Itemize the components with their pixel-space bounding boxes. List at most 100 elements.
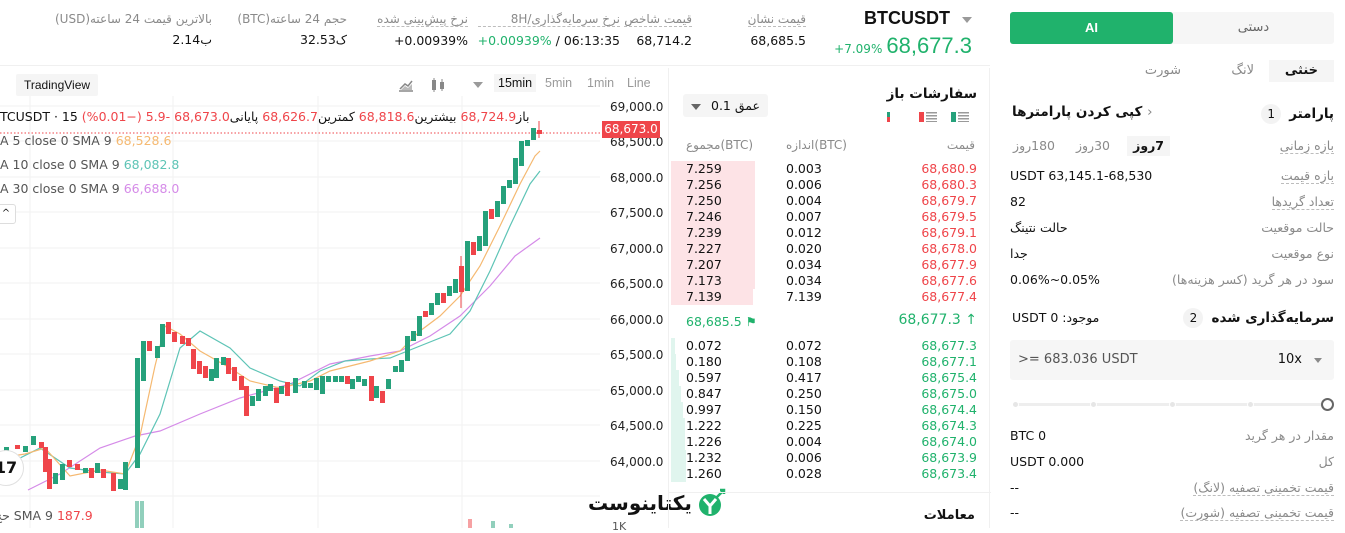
ask-row[interactable]: 7.173 0.034 68,677.6	[669, 273, 991, 289]
funding-rate-value: +0.00939%	[477, 33, 552, 48]
ma-value: 68,082.8	[123, 157, 180, 172]
row-value: USDT 63,145.1-68,530	[1010, 168, 1153, 183]
stat-label[interactable]: قیمت نشان	[747, 12, 806, 27]
timeframe-5min[interactable]: 5min	[545, 76, 573, 90]
ask-row[interactable]: 7.227 0.020 68,678.0	[669, 241, 991, 257]
bid-price: 68,675.4	[921, 370, 977, 385]
chevron-down-icon	[962, 16, 972, 23]
grid-bot-panel: AI دستی خنثی لانگ شورت پارامتر 1 ‹ کپی کر…	[1000, 0, 1345, 528]
trades-title[interactable]: معاملات	[923, 508, 975, 523]
investment-input[interactable]: >= 683.036 USDT 10x	[1010, 340, 1334, 380]
ask-row[interactable]: 7.207 0.034 68,677.9	[669, 257, 991, 273]
ma10-legend[interactable]: A 10 close 0 SMA 9 68,082.8	[0, 157, 179, 172]
legend-symbol: TCUSDT · 15	[0, 109, 78, 124]
depth-value: عمق 0.1	[711, 98, 760, 113]
stat-label[interactable]: قیمت شاخص	[624, 12, 692, 27]
row-value: USDT 0.000	[1010, 454, 1085, 469]
depth-selector[interactable]: عمق 0.1	[683, 94, 768, 117]
row-key[interactable]: قیمت تخمینی تصفیه (لانگ)	[1193, 480, 1334, 496]
view-bids-icon[interactable]	[951, 112, 969, 122]
period-7d[interactable]: 7روز	[1127, 136, 1170, 156]
row-key[interactable]: بازه قیمت	[1280, 168, 1334, 184]
ask-row[interactable]: 7.139 7.139 68,677.4	[669, 289, 991, 305]
stat-label: حجم 24 ساعته(BTC)	[237, 12, 347, 26]
bid-row[interactable]: 0.180 0.108 68,677.1	[669, 354, 991, 370]
chevron-down-icon[interactable]	[1314, 358, 1322, 363]
bid-row[interactable]: 0.847 0.250 68,675.0	[669, 386, 991, 402]
slider-step[interactable]	[1012, 401, 1019, 408]
investment-amount[interactable]: >= 683.036 USDT	[1018, 352, 1138, 367]
last-trade-price: 68,677.3 ↑	[898, 312, 977, 328]
bid-row[interactable]: 1.222 0.225 68,674.3	[669, 418, 991, 434]
ask-total: 7.139	[686, 289, 722, 304]
ask-total: 7.259	[686, 161, 722, 176]
ma5-legend[interactable]: A 5 close 0 SMA 9 68,528.6	[0, 133, 171, 148]
ask-row[interactable]: 7.259 0.003 68,680.9	[669, 161, 991, 177]
mode-manual-button[interactable]: دستی	[1237, 20, 1270, 35]
chevron-left-icon: ‹	[1147, 104, 1153, 120]
bid-row[interactable]: 1.232 0.006 68,673.9	[669, 450, 991, 466]
volume-label: حج SMA 9	[0, 508, 53, 523]
symbol-selector[interactable]: BTCUSDT +7.09% 68,677.3	[834, 8, 972, 59]
ma-value: 68,528.6	[115, 133, 172, 148]
slider-track[interactable]	[1014, 403, 1322, 406]
period-30d[interactable]: 30روز	[1075, 138, 1110, 153]
slider-step[interactable]	[1247, 401, 1254, 408]
timeframe-1min[interactable]: 1min	[587, 76, 615, 90]
candlestick-chart[interactable]	[0, 96, 668, 528]
ask-row[interactable]: 7.246 0.007 68,679.5	[669, 209, 991, 225]
row-value: --	[1010, 505, 1020, 520]
high-label: بیشترین	[414, 109, 457, 124]
y-axis-tick: 65,000.0	[610, 384, 664, 398]
ask-row[interactable]: 7.250 0.004 68,679.7	[669, 193, 991, 209]
timeframe-15min[interactable]: 15min	[494, 74, 537, 92]
view-both-icon[interactable]	[887, 112, 905, 122]
tab-short[interactable]: شورت	[1144, 63, 1181, 78]
bid-total: 0.072	[686, 338, 722, 353]
row-key[interactable]: قیمت تخمینی تصفیه (شورت)	[1180, 505, 1334, 521]
stat-value: +0.00939%	[393, 33, 468, 48]
copy-params-link[interactable]: ‹ کپی کردن پارامترها	[1012, 104, 1152, 120]
stat-label[interactable]: نرخ پیش‌بینی شده	[377, 12, 468, 27]
period-180d[interactable]: 180روز	[1013, 138, 1055, 153]
bid-size: 0.108	[786, 354, 822, 369]
ma-value: 66,688.0	[123, 181, 180, 196]
row-key[interactable]: تعداد گریدها	[1271, 194, 1334, 210]
invest-section-title: سرمایه‌گذاری شده 2	[1183, 308, 1334, 328]
ask-size: 7.139	[786, 289, 822, 304]
bid-row[interactable]: 1.260 0.028 68,673.4	[669, 466, 991, 482]
arrow-up-icon: ↑	[965, 312, 977, 328]
leverage-value[interactable]: 10x	[1277, 352, 1302, 367]
bid-row[interactable]: 0.597 0.417 68,675.4	[669, 370, 991, 386]
timeframe-dropdown-icon[interactable]	[473, 82, 483, 88]
tab-long[interactable]: لانگ	[1231, 63, 1254, 78]
ask-size: 0.007	[786, 209, 822, 224]
stat-value: 68,685.5	[750, 33, 806, 48]
candlestick-type-icon[interactable]	[430, 77, 446, 93]
slider-step[interactable]	[1169, 401, 1176, 408]
stat-value: 68,714.2	[636, 33, 692, 48]
bid-row[interactable]: 0.997 0.150 68,674.4	[669, 402, 991, 418]
bid-total: 0.847	[686, 386, 722, 401]
slider-handle[interactable]	[1321, 398, 1334, 411]
stat-label[interactable]: نرخ سرمایه‌گذاری/8H	[477, 12, 620, 27]
price-range-row: بازه قیمت USDT 63,145.1-68,530	[1010, 168, 1334, 188]
tab-neutral[interactable]: خنثی	[1268, 60, 1334, 82]
mode-ai-button[interactable]: AI	[1010, 12, 1173, 44]
bid-price: 68,674.3	[921, 418, 977, 433]
ask-row[interactable]: 7.256 0.006 68,680.3	[669, 177, 991, 193]
indicators-icon[interactable]	[398, 78, 414, 92]
slider-step[interactable]	[1090, 401, 1097, 408]
ask-row[interactable]: 7.239 0.012 68,679.1	[669, 225, 991, 241]
ma30-legend[interactable]: A 30 close 0 SMA 9 66,688.0	[0, 181, 179, 196]
bid-row[interactable]: 1.226 0.004 68,674.0	[669, 434, 991, 450]
tradingview-button[interactable]: TradingView	[16, 74, 99, 96]
tradingview-logo[interactable]: 17	[0, 450, 24, 486]
collapse-legend-button[interactable]: ^	[0, 204, 16, 224]
investment-slider[interactable]	[1012, 398, 1334, 412]
row-value: 0.06%~0.05%	[1010, 272, 1100, 287]
period-label[interactable]: بازه زمانی	[1279, 138, 1334, 154]
timeframe-line[interactable]: Line	[627, 76, 651, 90]
view-asks-icon[interactable]	[919, 112, 937, 122]
bid-row[interactable]: 0.072 0.072 68,677.3	[669, 338, 991, 354]
